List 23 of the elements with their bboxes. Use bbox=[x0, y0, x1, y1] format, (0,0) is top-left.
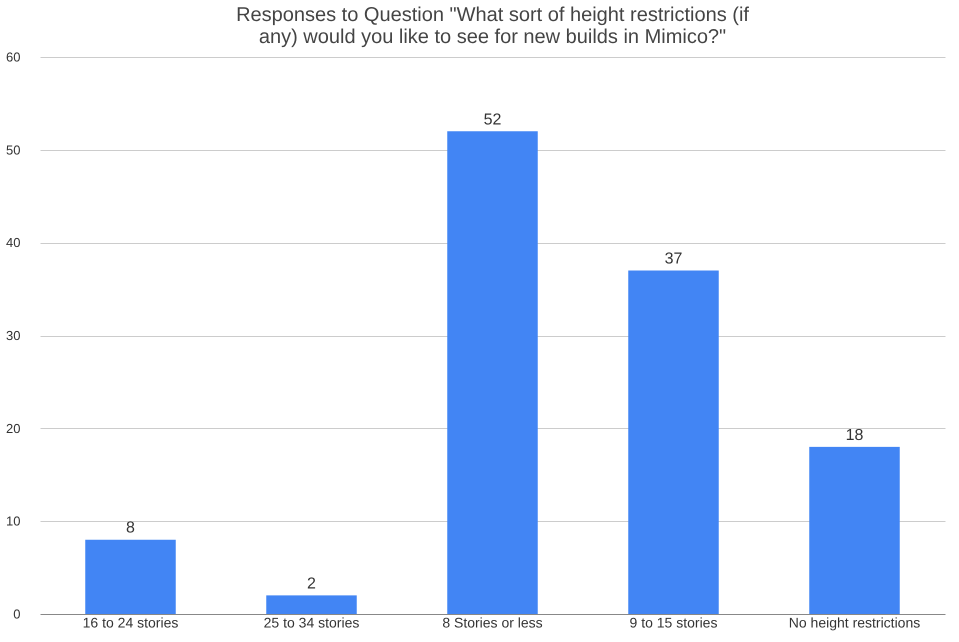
bar bbox=[85, 540, 176, 614]
y-tick-label: 30 bbox=[6, 328, 20, 343]
y-tick-label: 10 bbox=[6, 514, 20, 529]
y-tick-label: 60 bbox=[6, 50, 20, 64]
x-tick-label: 9 to 15 stories bbox=[630, 614, 718, 630]
chart-title: Responses to Question "What sort of height restrictions (if any) would you like to see for new builds in Mimico?" bbox=[236, 4, 750, 48]
bar bbox=[266, 595, 357, 614]
y-tick-label: 50 bbox=[6, 142, 20, 158]
x-tick-label: 16 to 24 stories bbox=[82, 614, 178, 630]
data-label: 8 bbox=[126, 520, 136, 537]
bar bbox=[447, 131, 538, 614]
data-label: 52 bbox=[484, 111, 502, 128]
y-tick-label: 0 bbox=[13, 606, 20, 622]
data-label: 18 bbox=[846, 426, 864, 444]
x-tick-label: 8 Stories or less bbox=[442, 614, 543, 630]
data-label: 2 bbox=[307, 575, 316, 592]
y-tick-label: 20 bbox=[6, 420, 20, 436]
bar bbox=[809, 446, 900, 614]
x-tick-label: 25 to 34 stories bbox=[264, 614, 360, 630]
x-tick-label: No height restrictions bbox=[788, 614, 920, 630]
y-tick-label: 40 bbox=[6, 235, 20, 250]
data-label: 37 bbox=[664, 250, 682, 268]
bar bbox=[628, 270, 719, 614]
